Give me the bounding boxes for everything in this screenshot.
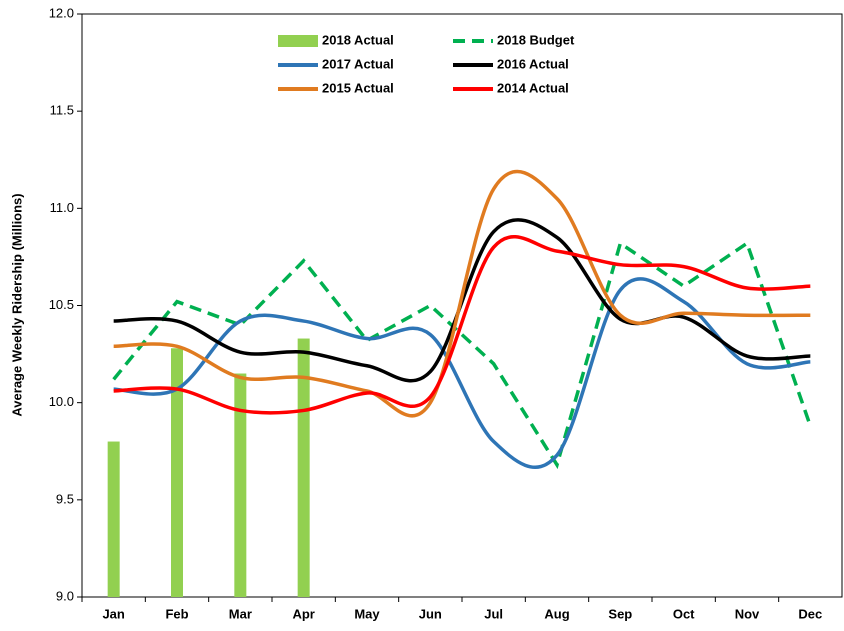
legend-swatch (278, 35, 318, 47)
x-tick-label: Jan (102, 606, 124, 621)
y-tick-label: 11.5 (50, 103, 74, 118)
bar (107, 441, 120, 597)
legend-label: 2014 Actual (497, 80, 569, 95)
x-tick-label: Jul (484, 606, 503, 621)
x-tick-label: Dec (798, 606, 822, 621)
series-line (113, 169, 811, 418)
x-tick-label: Aug (544, 606, 569, 621)
legend-label: 2018 Actual (322, 32, 394, 47)
bar (171, 348, 183, 597)
x-tick-label: May (354, 606, 380, 621)
y-tick-label: 9.5 (56, 491, 74, 506)
series-line (113, 277, 811, 469)
x-tick-label: Oct (673, 606, 695, 621)
x-tick-label: Mar (229, 606, 252, 621)
x-tick-label: Apr (292, 606, 314, 621)
y-tick-label: 9.0 (56, 588, 74, 603)
legend-label: 2016 Actual (497, 56, 569, 71)
y-tick-label: 11.0 (50, 200, 74, 215)
x-tick-label: Nov (735, 606, 760, 621)
y-tick-label: 12.0 (49, 5, 74, 20)
legend-label: 2017 Actual (322, 56, 394, 71)
series-line (113, 218, 811, 383)
y-tick-label: 10.0 (49, 394, 74, 409)
y-tick-label: 10.5 (49, 297, 74, 312)
bar (297, 338, 310, 597)
bar (234, 373, 247, 597)
legend-label: 2018 Budget (497, 32, 575, 47)
x-tick-label: Jun (419, 606, 442, 621)
series-line (113, 235, 811, 415)
series-line (112, 240, 812, 470)
y-axis-label: Average Weekly Ridership (Millions) (9, 193, 24, 416)
x-tick-label: Sep (608, 606, 632, 621)
legend-label: 2015 Actual (322, 80, 394, 95)
x-tick-label: Feb (165, 606, 188, 621)
